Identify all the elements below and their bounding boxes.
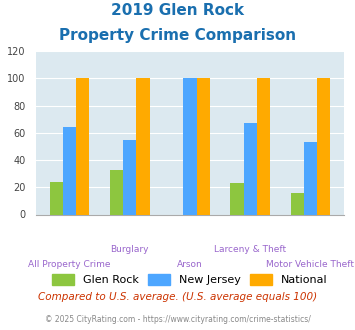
Bar (257, 79, 270, 214)
Bar (50, 182, 63, 214)
Bar (244, 123, 257, 214)
Bar (290, 193, 304, 215)
Text: Burglary: Burglary (110, 245, 149, 254)
Text: Larceny & Theft: Larceny & Theft (214, 245, 286, 254)
Text: Property Crime Comparison: Property Crime Comparison (59, 28, 296, 43)
Bar (317, 79, 330, 214)
Text: Motor Vehicle Theft: Motor Vehicle Theft (267, 260, 354, 269)
Bar (76, 79, 89, 214)
Bar (183, 79, 197, 214)
Bar (123, 140, 136, 214)
Bar (230, 183, 244, 214)
Bar (136, 79, 149, 214)
Bar (197, 79, 210, 214)
Text: © 2025 CityRating.com - https://www.cityrating.com/crime-statistics/: © 2025 CityRating.com - https://www.city… (45, 315, 310, 324)
Bar (63, 127, 76, 214)
Bar (110, 170, 123, 214)
Text: All Property Crime: All Property Crime (28, 260, 111, 269)
Legend: Glen Rock, New Jersey, National: Glen Rock, New Jersey, National (48, 269, 332, 289)
Text: Compared to U.S. average. (U.S. average equals 100): Compared to U.S. average. (U.S. average … (38, 292, 317, 302)
Text: Arson: Arson (177, 260, 203, 269)
Text: 2019 Glen Rock: 2019 Glen Rock (111, 3, 244, 18)
Bar (304, 142, 317, 214)
